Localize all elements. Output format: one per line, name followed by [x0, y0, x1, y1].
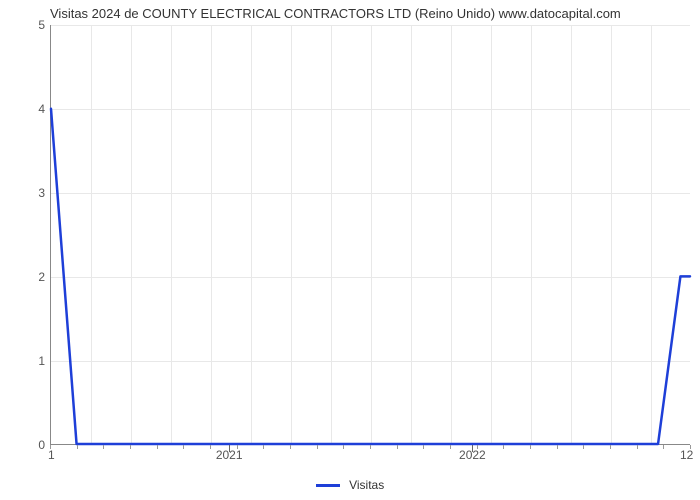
x-end-label: 12	[680, 448, 693, 462]
y-tick-label: 4	[5, 102, 45, 116]
x-minor-tick	[210, 445, 211, 449]
x-minor-tick	[290, 445, 291, 449]
x-minor-tick	[77, 445, 78, 449]
x-minor-tick	[637, 445, 638, 449]
y-tick-label: 5	[5, 18, 45, 32]
legend-label: Visitas	[349, 478, 384, 492]
x-minor-tick	[130, 445, 131, 449]
line-series	[51, 25, 690, 444]
x-minor-tick	[50, 445, 51, 449]
x-minor-tick	[263, 445, 264, 449]
x-minor-tick	[423, 445, 424, 449]
x-minor-tick	[583, 445, 584, 449]
x-minor-tick	[397, 445, 398, 449]
y-tick-label: 1	[5, 354, 45, 368]
y-tick-label: 3	[5, 186, 45, 200]
legend-swatch	[316, 484, 340, 487]
y-tick-label: 2	[5, 270, 45, 284]
x-minor-tick	[343, 445, 344, 449]
x-major-tick	[472, 445, 473, 452]
x-minor-tick	[103, 445, 104, 449]
x-minor-tick	[557, 445, 558, 449]
x-minor-tick	[610, 445, 611, 449]
legend: Visitas	[0, 477, 700, 492]
plot-area	[50, 25, 690, 445]
x-minor-tick	[477, 445, 478, 449]
x-minor-tick	[370, 445, 371, 449]
x-minor-tick	[450, 445, 451, 449]
x-minor-tick	[317, 445, 318, 449]
x-minor-tick	[157, 445, 158, 449]
x-minor-tick	[183, 445, 184, 449]
y-tick-label: 0	[5, 438, 45, 452]
x-minor-tick	[503, 445, 504, 449]
x-minor-tick	[237, 445, 238, 449]
x-major-tick	[229, 445, 230, 452]
x-minor-tick	[663, 445, 664, 449]
x-minor-tick	[530, 445, 531, 449]
x-minor-tick	[690, 445, 691, 449]
chart-title: Visitas 2024 de COUNTY ELECTRICAL CONTRA…	[50, 6, 621, 21]
x-start-label: 1	[48, 448, 55, 462]
